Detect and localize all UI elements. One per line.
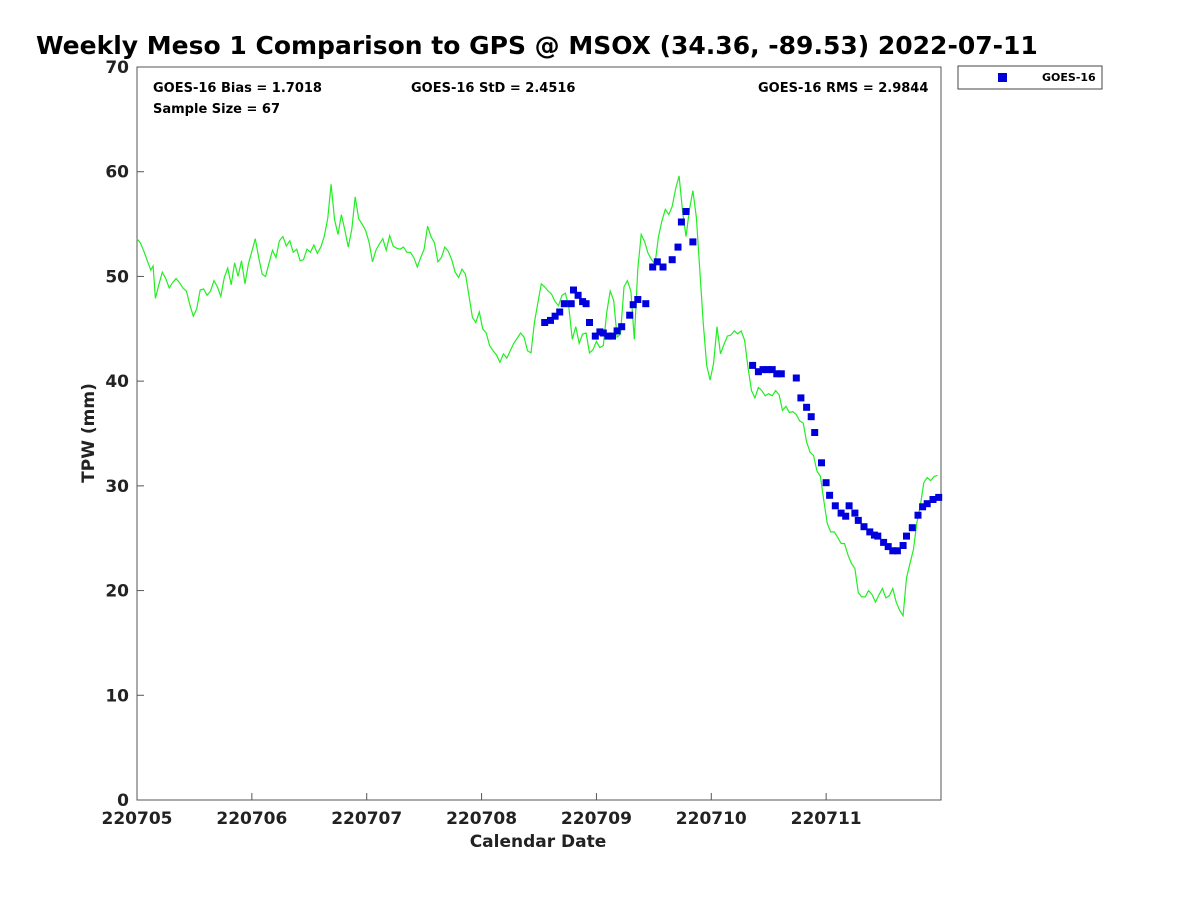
gps-line-series xyxy=(136,175,938,618)
goes-16-point xyxy=(570,286,577,294)
y-tick-label: 70 xyxy=(105,58,129,78)
goes-16-point xyxy=(822,479,830,487)
y-tick-label: 30 xyxy=(105,477,129,497)
goes-16-point xyxy=(807,413,815,421)
goes-16-point xyxy=(551,312,559,320)
gps-line xyxy=(136,175,938,618)
goes-16-point xyxy=(811,429,819,436)
goes-16-point xyxy=(586,319,593,326)
goes-16-point xyxy=(659,263,667,271)
goes-16-point xyxy=(818,459,825,467)
y-axis-ticks: 0 10 20 30 40 50 60 70 xyxy=(105,58,144,811)
goes-16-point xyxy=(629,301,637,309)
y-tick-label: 20 xyxy=(105,582,129,602)
goes-16-point xyxy=(599,329,607,337)
goes-16-point xyxy=(754,368,762,376)
goes-16-point xyxy=(860,523,868,531)
y-tick-label: 50 xyxy=(105,267,129,287)
chart-title: Weekly Meso 1 Comparison to GPS @ MSOX (… xyxy=(36,31,1038,60)
goes-16-point xyxy=(574,291,582,299)
goes-16-point xyxy=(923,500,931,508)
goes-16-point xyxy=(854,516,862,524)
goes-16-point xyxy=(880,538,888,546)
legend-label-goes-16: GOES-16 xyxy=(1042,71,1096,84)
x-tick-label: 220711 xyxy=(791,809,862,829)
goes-16-point xyxy=(567,300,575,308)
goes-16-point xyxy=(626,311,634,319)
plot-area: 220705 220706 220707 220708 220709 220710 2207… xyxy=(102,58,943,829)
goes-16-point xyxy=(604,332,612,340)
goes-16-point xyxy=(893,547,901,555)
goes-16-point xyxy=(677,218,685,226)
goes-16-point xyxy=(556,308,564,316)
bias-stat: GOES-16 Bias = 1.7018 xyxy=(153,81,322,96)
goes-16-point xyxy=(777,370,785,378)
goes-16-point xyxy=(768,366,776,374)
goes-16-marker-series xyxy=(541,208,943,555)
legend-box xyxy=(957,65,1103,90)
y-tick-label: 40 xyxy=(105,372,129,392)
goes-16-point xyxy=(851,509,859,517)
goes-16-point xyxy=(884,543,892,551)
goes-16-point xyxy=(842,512,850,520)
y-tick-label: 60 xyxy=(105,163,129,183)
goes-16-point xyxy=(874,532,882,540)
plot-frame xyxy=(136,66,942,801)
goes-16-point xyxy=(759,366,767,374)
legend: GOES-16 xyxy=(957,65,1103,90)
goes-16-point xyxy=(837,509,845,517)
goes-16-point xyxy=(591,332,599,340)
sample-size-stat: Sample Size = 67 xyxy=(153,102,280,117)
goes-16-point xyxy=(749,361,757,369)
goes-16-point xyxy=(889,547,897,555)
goes-16-point xyxy=(609,332,616,340)
goes-16-point xyxy=(653,258,661,266)
goes-16-point xyxy=(792,374,800,382)
goes-16-point xyxy=(674,243,682,251)
goes-16-point xyxy=(689,238,697,246)
x-tick-label: 220709 xyxy=(561,809,632,829)
goes-16-point xyxy=(668,256,676,264)
goes-16-point xyxy=(642,300,650,308)
y-axis-label: TPW (mm) xyxy=(79,383,99,483)
y-tick-label: 0 xyxy=(117,791,129,811)
goes-16-point xyxy=(541,319,549,326)
x-tick-label: 220710 xyxy=(676,809,747,829)
goes-16-point xyxy=(831,502,839,510)
goes-16-point xyxy=(826,491,834,499)
goes-16-point xyxy=(547,316,554,324)
x-tick-label: 220705 xyxy=(102,809,173,829)
goes-16-point xyxy=(773,370,781,378)
x-axis-ticks: 220705 220706 220707 220708 220709 220710 2207… xyxy=(102,793,862,829)
std-stat: GOES-16 StD = 2.4516 xyxy=(411,81,575,96)
goes-16-point xyxy=(560,300,568,308)
goes-16-point xyxy=(797,394,805,402)
x-tick-label: 220706 xyxy=(216,809,287,829)
goes-16-point xyxy=(935,493,943,501)
legend-marker-goes-16 xyxy=(998,73,1007,82)
goes-16-point xyxy=(903,532,910,540)
goes-16-point xyxy=(649,263,657,271)
goes-16-point xyxy=(803,403,811,411)
y-tick-label: 10 xyxy=(105,686,129,706)
goes-16-point xyxy=(618,323,626,331)
goes-16-point xyxy=(582,300,590,308)
goes-16-point xyxy=(682,208,690,215)
x-axis-label: Calendar Date xyxy=(470,832,607,852)
x-tick-label: 220708 xyxy=(446,809,517,829)
goes-16-point xyxy=(899,542,907,549)
goes-16-point xyxy=(845,502,853,510)
goes-16-point xyxy=(613,327,621,335)
rms-stat: GOES-16 RMS = 2.9844 xyxy=(758,81,928,96)
goes-16-point xyxy=(908,524,916,532)
goes-16-point xyxy=(914,511,922,519)
goes-16-point xyxy=(634,296,642,303)
goes-16-point xyxy=(919,503,927,511)
x-tick-label: 220707 xyxy=(331,809,402,829)
goes-16-point xyxy=(929,496,937,503)
goes-16-point xyxy=(866,528,874,536)
goes-16-point xyxy=(764,366,772,374)
